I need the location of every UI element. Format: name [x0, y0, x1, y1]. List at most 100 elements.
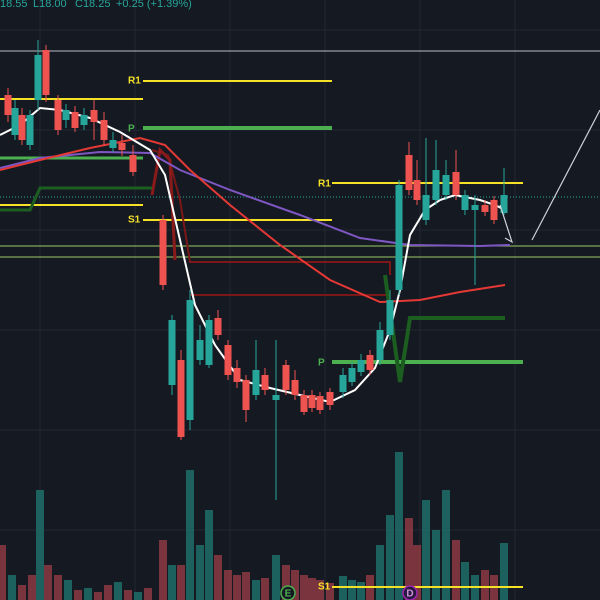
- volume-bar: [395, 452, 403, 600]
- volume-bar: [300, 575, 308, 600]
- candle-body: [168, 320, 176, 385]
- candle-body: [224, 345, 232, 375]
- candle-body: [471, 205, 479, 210]
- volume-bar: [205, 510, 213, 600]
- volume-bars: [0, 452, 508, 600]
- header-change: +0.25 (+1.39%): [116, 0, 192, 10]
- volume-bar: [291, 570, 299, 600]
- candle-body: [11, 108, 19, 135]
- event-marker[interactable]: [280, 585, 296, 600]
- candle-body: [422, 195, 430, 220]
- level-label: P: [318, 358, 325, 369]
- volume-bar: [196, 545, 204, 600]
- candle-body: [326, 392, 334, 405]
- volume-bar: [316, 580, 324, 600]
- volume-bar: [74, 590, 82, 600]
- candle-body: [500, 195, 508, 213]
- header-close: C18.25: [75, 0, 110, 10]
- candle-body: [261, 375, 269, 390]
- volume-bar: [326, 583, 334, 600]
- volume-bar: [386, 515, 394, 600]
- volume-bar: [357, 582, 365, 600]
- candle-body: [109, 140, 117, 148]
- candle-body: [90, 110, 98, 122]
- candle-body: [26, 115, 34, 145]
- volume-bar: [452, 540, 460, 600]
- candle-body: [252, 370, 260, 395]
- level-label: P: [128, 124, 135, 135]
- event-label[interactable]: E: [285, 589, 292, 600]
- volume-bar: [442, 490, 450, 600]
- volume-bar: [144, 588, 152, 600]
- volume-bar: [18, 585, 26, 600]
- volume-bar: [0, 545, 6, 600]
- candle-body: [196, 340, 204, 360]
- volume-bar: [224, 570, 232, 600]
- candle-body: [242, 380, 250, 410]
- candle-body: [177, 360, 185, 437]
- volume-bar: [461, 562, 469, 600]
- level-label: S1: [318, 582, 331, 593]
- volume-bar: [44, 565, 52, 600]
- level-label: R1: [128, 76, 141, 87]
- volume-bar: [36, 490, 44, 600]
- header-high: 18.55: [0, 0, 28, 10]
- level-label: S1: [128, 215, 141, 226]
- volume-bar: [177, 565, 185, 600]
- volume-bar: [104, 585, 112, 600]
- candle-body: [54, 100, 62, 130]
- candle-body: [159, 220, 167, 285]
- candle-body: [386, 300, 394, 335]
- candle-body: [413, 180, 421, 200]
- candle-body: [432, 170, 440, 200]
- arrow: [531, 109, 600, 241]
- candle-body: [214, 318, 222, 335]
- candle-body: [452, 172, 460, 195]
- arrow: [499, 204, 514, 244]
- volume-bar: [282, 565, 290, 600]
- volume-bar: [432, 530, 440, 600]
- candle-body: [282, 365, 290, 390]
- event-marker[interactable]: [402, 585, 418, 600]
- candle-body: [308, 395, 316, 408]
- candle-body: [376, 330, 384, 360]
- volume-bar: [84, 588, 92, 600]
- header-low: L18.00: [33, 0, 67, 10]
- candle-body: [442, 175, 450, 195]
- volume-bar: [481, 570, 489, 600]
- candle-body: [118, 143, 126, 150]
- volume-bar: [413, 545, 421, 600]
- volume-bar: [261, 578, 269, 600]
- moving-average: [0, 136, 506, 304]
- volume-bar: [54, 575, 62, 600]
- candle-body: [34, 55, 42, 100]
- volume-bar: [8, 575, 16, 600]
- candle-body: [71, 112, 79, 128]
- volume-bar: [422, 500, 430, 600]
- candle-body: [461, 195, 469, 210]
- candle-body: [62, 110, 70, 120]
- candle-body: [348, 368, 356, 382]
- candle-body: [233, 368, 241, 382]
- volume-bar: [348, 580, 356, 600]
- volume-bar: [252, 580, 260, 600]
- candle-body: [490, 200, 498, 220]
- volume-bar: [64, 580, 72, 600]
- level-label: R1: [318, 179, 331, 190]
- candle-body: [100, 120, 108, 140]
- event-label[interactable]: D: [406, 589, 413, 600]
- candle-body: [366, 355, 374, 370]
- candle-body: [316, 396, 324, 410]
- volume-bar: [308, 578, 316, 600]
- volume-bar: [114, 582, 122, 600]
- candle-body: [205, 320, 213, 365]
- volume-bar: [159, 540, 167, 600]
- volume-bar: [500, 543, 508, 600]
- volume-bar: [168, 565, 176, 600]
- candle-body: [272, 395, 280, 400]
- candle-body: [339, 375, 347, 392]
- volume-bar: [233, 575, 241, 600]
- candle-body: [481, 205, 489, 212]
- candle-body: [18, 115, 26, 140]
- volume-bar: [242, 572, 250, 600]
